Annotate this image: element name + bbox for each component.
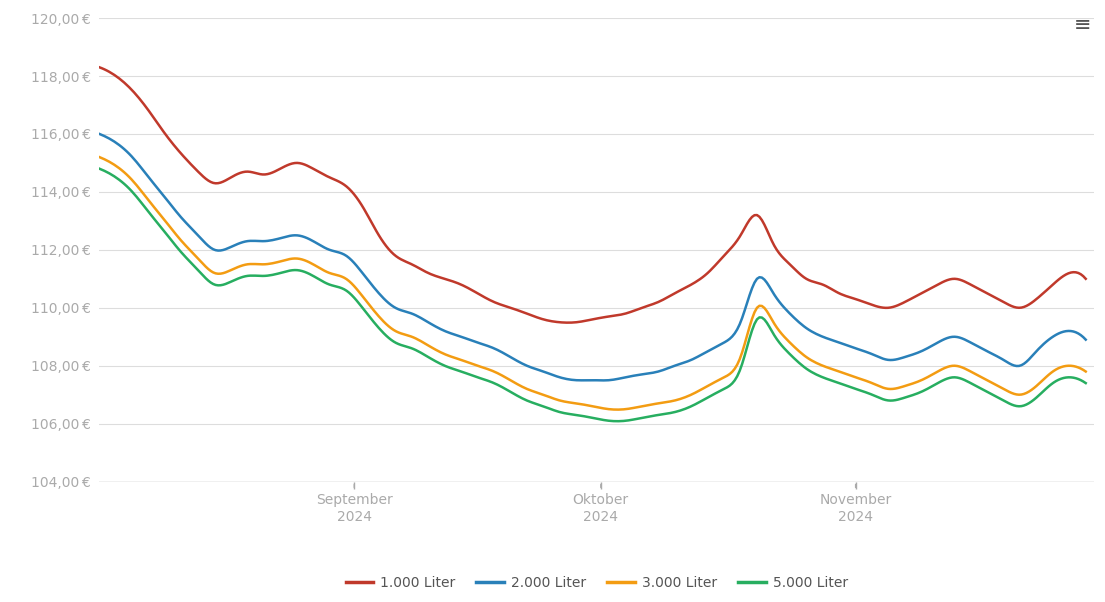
Text: ≡: ≡ (1074, 15, 1092, 35)
Legend: 1.000 Liter, 2.000 Liter, 3.000 Liter, 5.000 Liter: 1.000 Liter, 2.000 Liter, 3.000 Liter, 5… (340, 570, 853, 595)
